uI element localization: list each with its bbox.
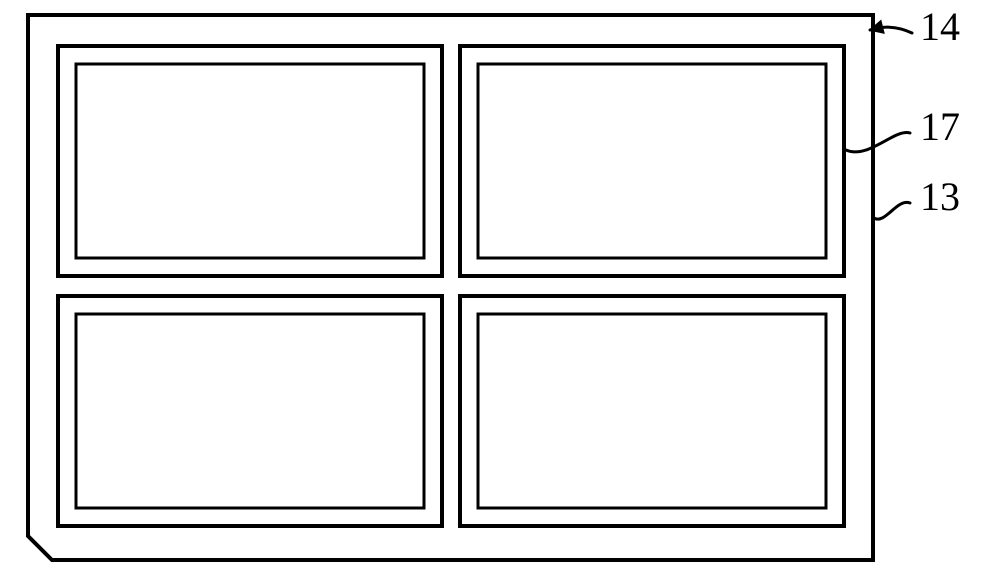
canvas-background xyxy=(0,0,1000,574)
label-text: 14 xyxy=(920,4,960,49)
label-text: 13 xyxy=(920,174,960,219)
label-text: 17 xyxy=(920,104,960,149)
